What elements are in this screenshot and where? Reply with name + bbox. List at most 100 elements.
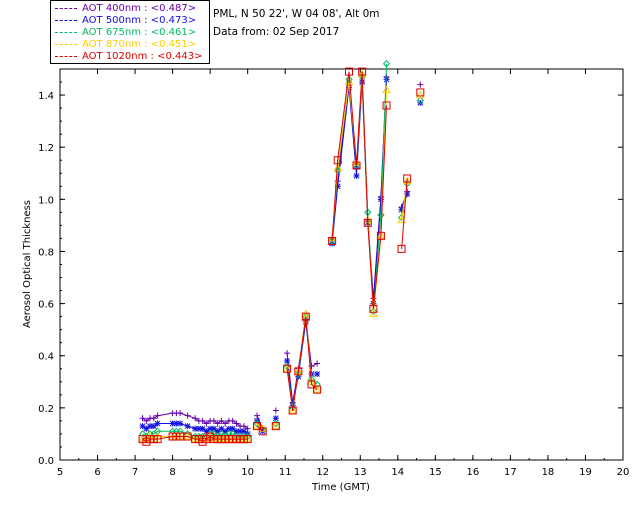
data-point [210, 425, 217, 432]
series-aot-400nm [139, 73, 424, 432]
data-point [404, 191, 411, 198]
x-tick-label: 14 [391, 467, 404, 478]
series-line [331, 63, 387, 312]
legend-label-400nm: AOT 400nm : <0.487> [82, 3, 197, 14]
data-point [143, 417, 150, 424]
data-point [272, 407, 279, 414]
y-tick-label: 0.0 [38, 456, 54, 467]
data-point [397, 215, 406, 224]
data-point [150, 423, 157, 430]
data-point [207, 425, 214, 432]
legend-swatch [55, 7, 77, 9]
data-point [415, 90, 425, 99]
data-point [199, 425, 206, 432]
series-aot-500nm [139, 76, 424, 437]
data-point [288, 405, 298, 414]
legend-item-1020nm: AOT 1020nm : <0.443> [55, 51, 202, 63]
data-point [328, 237, 337, 246]
chart-legend: AOT 400nm : <0.487> AOT 500nm : <0.473> … [50, 0, 210, 64]
data-point [244, 425, 251, 432]
data-point [377, 211, 385, 219]
data-point [203, 428, 210, 435]
data-point [284, 357, 291, 364]
data-point [229, 425, 236, 432]
data-point [225, 425, 232, 432]
y-tick-label: 1.0 [38, 195, 54, 206]
data-point [416, 96, 425, 104]
series-aot-675nm [138, 60, 425, 441]
data-point [417, 81, 424, 88]
data-point [154, 420, 161, 427]
data-point [153, 427, 162, 436]
data-point [271, 421, 281, 430]
data-point [363, 218, 372, 227]
data-point [334, 183, 341, 190]
data-point [313, 385, 322, 394]
data-point [233, 420, 240, 427]
data-point [253, 422, 262, 431]
y-tick-label: 1.4 [38, 91, 54, 102]
series-line [286, 316, 318, 411]
y-tick-label: 0.2 [38, 404, 54, 415]
x-tick-label: 16 [466, 467, 479, 478]
data-point [307, 380, 316, 389]
data-point [314, 360, 321, 367]
data-point [237, 428, 244, 435]
legend-item-675nm: AOT 675nm : <0.461> [55, 27, 196, 39]
data-point [272, 415, 279, 422]
data-point [192, 415, 199, 422]
site-info: PML, N 50 22', W 04 08', Alt 0m [213, 8, 380, 20]
data-point [150, 415, 157, 422]
data-point [210, 417, 217, 424]
data-point [333, 156, 342, 165]
series-line [256, 425, 264, 432]
legend-item-870nm: AOT 870nm : <0.451> [55, 39, 196, 51]
series-line [331, 71, 387, 309]
y-tick-label: 0.8 [38, 247, 54, 258]
data-date: Data from: 02 Sep 2017 [213, 26, 340, 38]
series-aot-1020nm [138, 67, 425, 446]
data-point [139, 415, 146, 422]
data-point [345, 67, 354, 76]
data-point [382, 85, 391, 93]
x-tick-label: 10 [241, 467, 254, 478]
data-point [383, 76, 390, 83]
y-axis-label: Aerosol Optical Thickness [22, 200, 33, 328]
series-line [142, 430, 248, 438]
axis-ticks: 5 6 7 8 9 10 11 12 13 14 15 16 17 18 19 20 0.0 0.2 0.4 0.6 0… [38, 68, 629, 478]
data-point [369, 304, 378, 313]
x-tick-label: 15 [429, 467, 442, 478]
data-point [283, 364, 292, 373]
y-tick-label: 0.4 [38, 352, 54, 363]
legend-item-500nm: AOT 500nm : <0.473> [55, 15, 196, 27]
data-point [214, 420, 221, 427]
data-point [288, 406, 297, 415]
legend-label-1020nm: AOT 1020nm : <0.443> [82, 51, 203, 62]
y-tick-label: 1.2 [38, 143, 54, 154]
data-point [153, 435, 162, 444]
data-point [382, 60, 391, 68]
data-point [203, 420, 210, 427]
data-point [397, 244, 406, 253]
data-point [169, 420, 176, 427]
x-tick-label: 9 [207, 467, 213, 478]
data-point [222, 420, 229, 427]
legend-swatch [55, 31, 77, 33]
x-tick-label: 7 [132, 467, 138, 478]
data-point [333, 163, 343, 172]
x-tick-label: 19 [579, 467, 592, 478]
data-point [177, 420, 184, 427]
data-point [143, 425, 150, 432]
data-point [192, 425, 199, 432]
data-point [184, 423, 191, 430]
data-point [184, 412, 191, 419]
x-tick-label: 13 [354, 467, 367, 478]
data-point [173, 420, 180, 427]
data-point [139, 423, 146, 430]
data-point [398, 206, 405, 213]
legend-label-675nm: AOT 675nm : <0.461> [82, 27, 197, 38]
x-tick-label: 11 [279, 467, 292, 478]
x-tick-label: 6 [94, 467, 100, 478]
series-line [401, 178, 408, 249]
data-point [403, 174, 412, 183]
